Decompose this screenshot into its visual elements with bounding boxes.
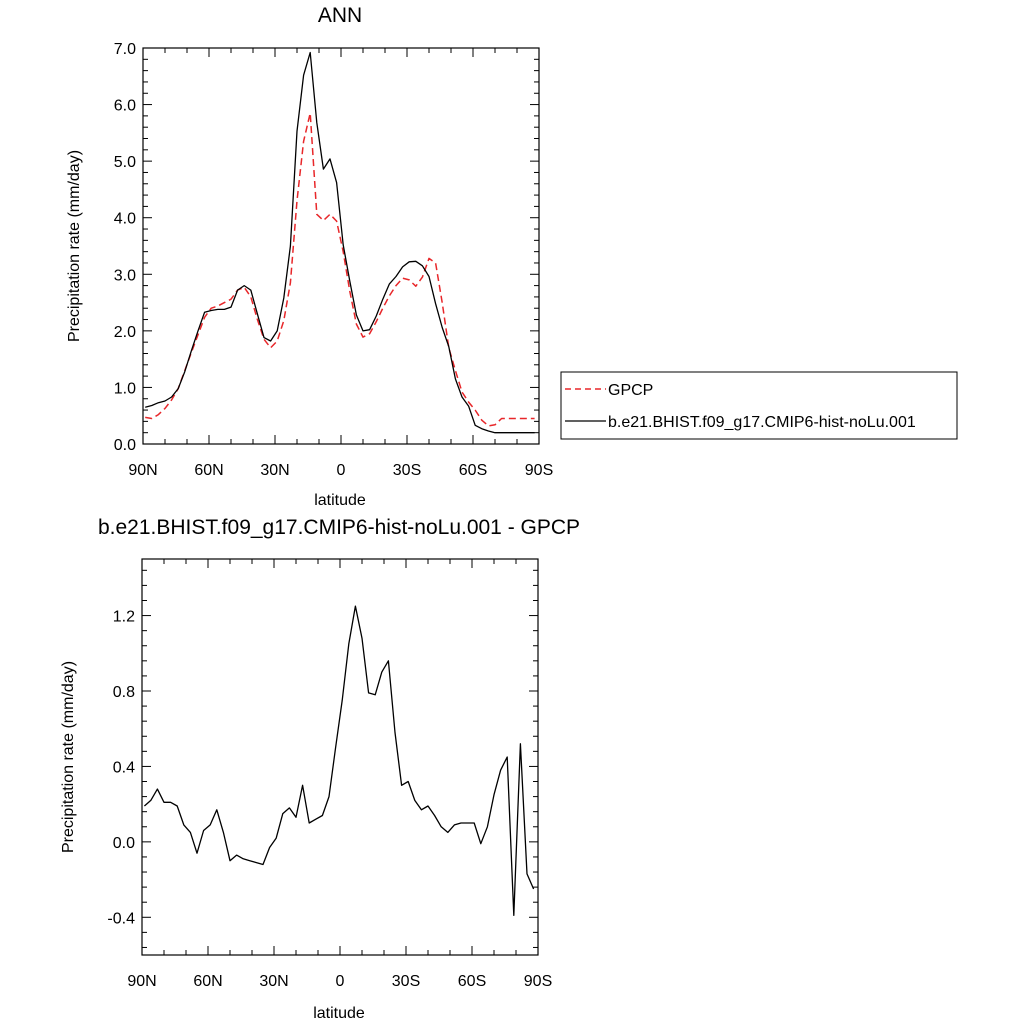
- bottom-x-tick-label: 60S: [458, 973, 486, 990]
- bottom-y-tick-label: 0.4: [113, 759, 135, 776]
- top-series-line-1: [145, 51, 535, 434]
- top-y-tick-label: 3.0: [114, 267, 136, 284]
- top-x-tick-label: 60N: [194, 462, 223, 479]
- top-x-tick-label: 90S: [525, 462, 553, 479]
- bottom-x-tick-label: 30N: [259, 973, 288, 990]
- bottom-x-tick-label: 0: [336, 973, 345, 990]
- top-y-tick-label: 0.0: [114, 437, 136, 454]
- bottom-plot-frame: [141, 558, 539, 956]
- bottom-x-tick-label: 90N: [127, 973, 156, 990]
- bottom-y-axis-label: Precipitation rate (mm/day): [60, 661, 77, 853]
- top-x-tick-label: 0: [337, 462, 346, 479]
- legend-gpcp-label: GPCP: [608, 382, 653, 399]
- bottom-y-tick-label: 0.0: [113, 835, 135, 852]
- top-axis-ticks: 90N 60N 30N 0 30S 60S 90S 0.0 1.0 2.0 3.0 4.0 5.0 6.0…: [114, 41, 553, 479]
- top-series-line-0: [145, 112, 535, 427]
- bottom-x-tick-label: 60N: [193, 973, 222, 990]
- bottom-x-tick-label: 30S: [392, 973, 420, 990]
- bottom-y-tick-label: 0.8: [113, 684, 135, 701]
- top-y-tick-label: 4.0: [114, 211, 136, 228]
- bottom-series-line-0: [143, 605, 535, 917]
- top-y-axis-label: Precipitation rate (mm/day): [66, 150, 83, 342]
- top-y-tick-label: 2.0: [114, 324, 136, 341]
- annual-mean-panel: ANN Precipitation rate (mm/day) latitude…: [66, 4, 553, 509]
- top-plot-frame: [142, 47, 540, 445]
- bottom-series-lines: [143, 605, 535, 917]
- top-x-tick-label: 90N: [128, 462, 157, 479]
- top-x-tick-label: 30S: [393, 462, 421, 479]
- top-y-tick-label: 7.0: [114, 41, 136, 58]
- legend-box: [560, 371, 958, 440]
- top-x-tick-label: 30N: [260, 462, 289, 479]
- legend: GPCP b.e21.BHIST.f09_g17.CMIP6-hist-noLu…: [560, 371, 958, 440]
- top-chart-title: ANN: [318, 4, 362, 27]
- top-y-tick-label: 6.0: [114, 98, 136, 115]
- top-y-tick-label: 5.0: [114, 154, 136, 171]
- bottom-x-axis-label: latitude: [313, 1005, 365, 1022]
- bottom-chart-title: b.e21.BHIST.f09_g17.CMIP6-hist-noLu.001 …: [98, 516, 580, 539]
- bottom-y-tick-label: 1.2: [113, 609, 135, 626]
- bottom-axis-ticks: 90N 60N 30N 0 30S 60S 90S -0.4 0.0 0.4 0.8 1.2: [107, 559, 552, 990]
- top-y-tick-label: 1.0: [114, 380, 136, 397]
- top-x-axis-label: latitude: [314, 492, 366, 509]
- bottom-y-tick-label: -0.4: [107, 910, 135, 927]
- difference-panel: b.e21.BHIST.f09_g17.CMIP6-hist-noLu.001 …: [60, 516, 580, 1022]
- top-x-tick-label: 60S: [459, 462, 487, 479]
- bottom-x-tick-label: 90S: [524, 973, 552, 990]
- legend-model-label: b.e21.BHIST.f09_g17.CMIP6-hist-noLu.001: [608, 414, 916, 431]
- top-series-lines: [145, 51, 535, 434]
